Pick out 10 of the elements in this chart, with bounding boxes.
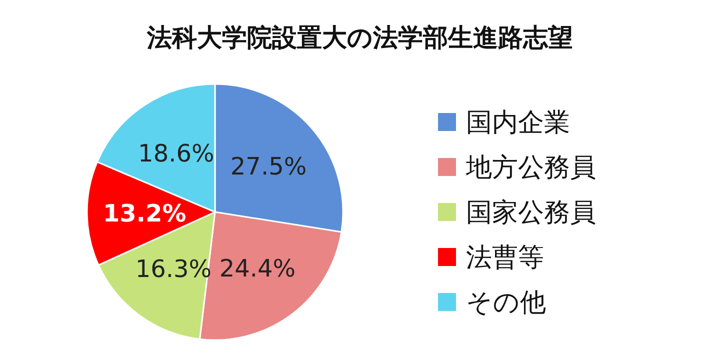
chart-title: 法科大学院設置大の法学部生進路志望 — [146, 23, 573, 52]
data-label: 24.4% — [219, 254, 296, 283]
legend-label: 法曹等 — [466, 243, 544, 274]
data-label: 27.5% — [230, 152, 307, 181]
data-label: 13.2% — [102, 199, 186, 228]
legend-label: その他 — [466, 288, 546, 318]
legend-label: 国家公務員 — [466, 198, 596, 228]
legend-label: 国内企業 — [466, 108, 570, 138]
legend-label: 地方公務員 — [465, 153, 596, 184]
data-label: 18.6% — [138, 140, 214, 168]
